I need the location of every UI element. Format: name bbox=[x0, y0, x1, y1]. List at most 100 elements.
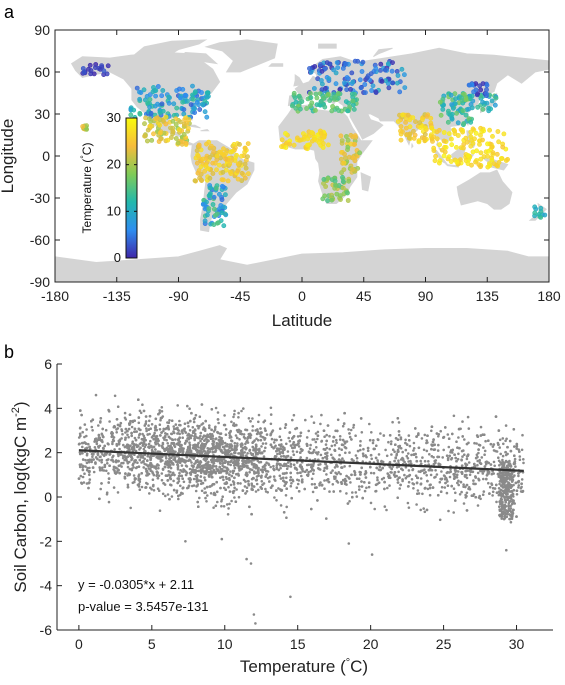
site-point bbox=[198, 164, 204, 170]
data-point bbox=[141, 460, 145, 464]
site-point bbox=[352, 141, 357, 147]
data-point bbox=[317, 467, 321, 471]
data-point bbox=[174, 438, 177, 441]
site-point bbox=[466, 106, 471, 112]
data-point bbox=[191, 468, 195, 471]
site-point bbox=[346, 178, 352, 184]
data-point bbox=[464, 475, 467, 478]
data-point bbox=[471, 470, 474, 474]
site-point bbox=[134, 85, 140, 91]
data-point bbox=[112, 425, 116, 429]
data-point bbox=[484, 462, 488, 466]
data-point bbox=[140, 437, 144, 441]
site-point bbox=[147, 97, 153, 102]
site-point bbox=[214, 167, 219, 173]
data-point bbox=[285, 481, 288, 484]
data-point bbox=[503, 515, 507, 519]
data-point bbox=[177, 494, 180, 498]
data-point bbox=[461, 435, 465, 438]
data-point bbox=[517, 484, 521, 487]
site-point bbox=[329, 197, 335, 203]
data-point bbox=[394, 443, 397, 447]
site-point bbox=[421, 136, 427, 141]
data-point bbox=[374, 456, 378, 460]
site-point bbox=[386, 85, 392, 91]
data-point bbox=[180, 491, 183, 495]
site-point bbox=[338, 133, 344, 139]
data-point bbox=[263, 463, 267, 467]
data-point bbox=[348, 435, 352, 439]
data-point bbox=[224, 482, 228, 486]
data-point bbox=[105, 469, 108, 473]
data-point bbox=[116, 452, 120, 456]
data-point bbox=[339, 489, 342, 493]
data-point bbox=[490, 472, 494, 476]
data-point bbox=[412, 441, 416, 445]
data-point bbox=[364, 476, 368, 479]
data-point bbox=[111, 440, 114, 444]
site-point bbox=[326, 76, 332, 82]
site-point bbox=[311, 136, 317, 142]
data-point bbox=[336, 418, 340, 422]
map-y-axis-label: Longitude bbox=[0, 119, 17, 194]
site-point bbox=[352, 158, 358, 164]
data-point bbox=[252, 448, 255, 452]
data-point bbox=[313, 482, 317, 486]
site-point bbox=[419, 117, 425, 123]
data-point bbox=[479, 434, 483, 437]
data-point bbox=[473, 462, 476, 466]
data-point bbox=[469, 470, 473, 474]
data-point bbox=[207, 474, 211, 478]
data-point bbox=[426, 434, 429, 438]
data-point bbox=[488, 485, 492, 489]
data-point bbox=[376, 478, 379, 482]
site-point bbox=[476, 162, 482, 167]
data-point bbox=[145, 427, 148, 430]
site-point bbox=[182, 92, 188, 98]
site-point bbox=[245, 141, 251, 146]
data-point bbox=[445, 491, 449, 495]
data-point bbox=[468, 487, 472, 491]
site-point bbox=[180, 99, 186, 105]
data-point bbox=[210, 408, 214, 411]
data-point bbox=[508, 513, 511, 516]
data-point bbox=[337, 447, 341, 450]
data-point bbox=[144, 415, 148, 418]
data-point bbox=[199, 439, 202, 443]
data-point bbox=[515, 447, 518, 450]
data-point bbox=[268, 480, 271, 483]
data-point bbox=[299, 456, 303, 459]
data-point bbox=[517, 448, 520, 451]
data-point bbox=[190, 461, 193, 464]
data-point bbox=[347, 428, 350, 431]
data-point bbox=[166, 442, 169, 445]
data-point bbox=[488, 492, 491, 495]
site-point bbox=[216, 162, 222, 168]
data-point bbox=[335, 464, 338, 467]
data-point bbox=[138, 432, 142, 436]
data-point bbox=[120, 437, 123, 440]
site-point bbox=[314, 102, 320, 107]
data-point bbox=[141, 403, 144, 407]
site-point bbox=[157, 130, 163, 136]
data-point bbox=[143, 457, 146, 461]
data-point bbox=[385, 508, 388, 512]
data-point bbox=[173, 458, 176, 462]
data-point bbox=[343, 465, 346, 468]
data-point bbox=[192, 420, 196, 424]
site-point bbox=[480, 81, 486, 86]
site-point bbox=[484, 100, 490, 106]
data-point bbox=[500, 474, 503, 478]
site-point bbox=[489, 98, 495, 104]
data-point bbox=[307, 450, 311, 454]
site-point bbox=[432, 158, 438, 164]
data-point bbox=[240, 432, 244, 436]
site-point bbox=[200, 101, 206, 107]
data-point bbox=[139, 456, 143, 459]
data-point bbox=[299, 451, 302, 454]
data-point bbox=[278, 452, 282, 456]
data-point bbox=[433, 476, 436, 479]
data-point bbox=[467, 461, 471, 464]
data-point bbox=[284, 423, 288, 426]
data-point bbox=[187, 432, 190, 436]
